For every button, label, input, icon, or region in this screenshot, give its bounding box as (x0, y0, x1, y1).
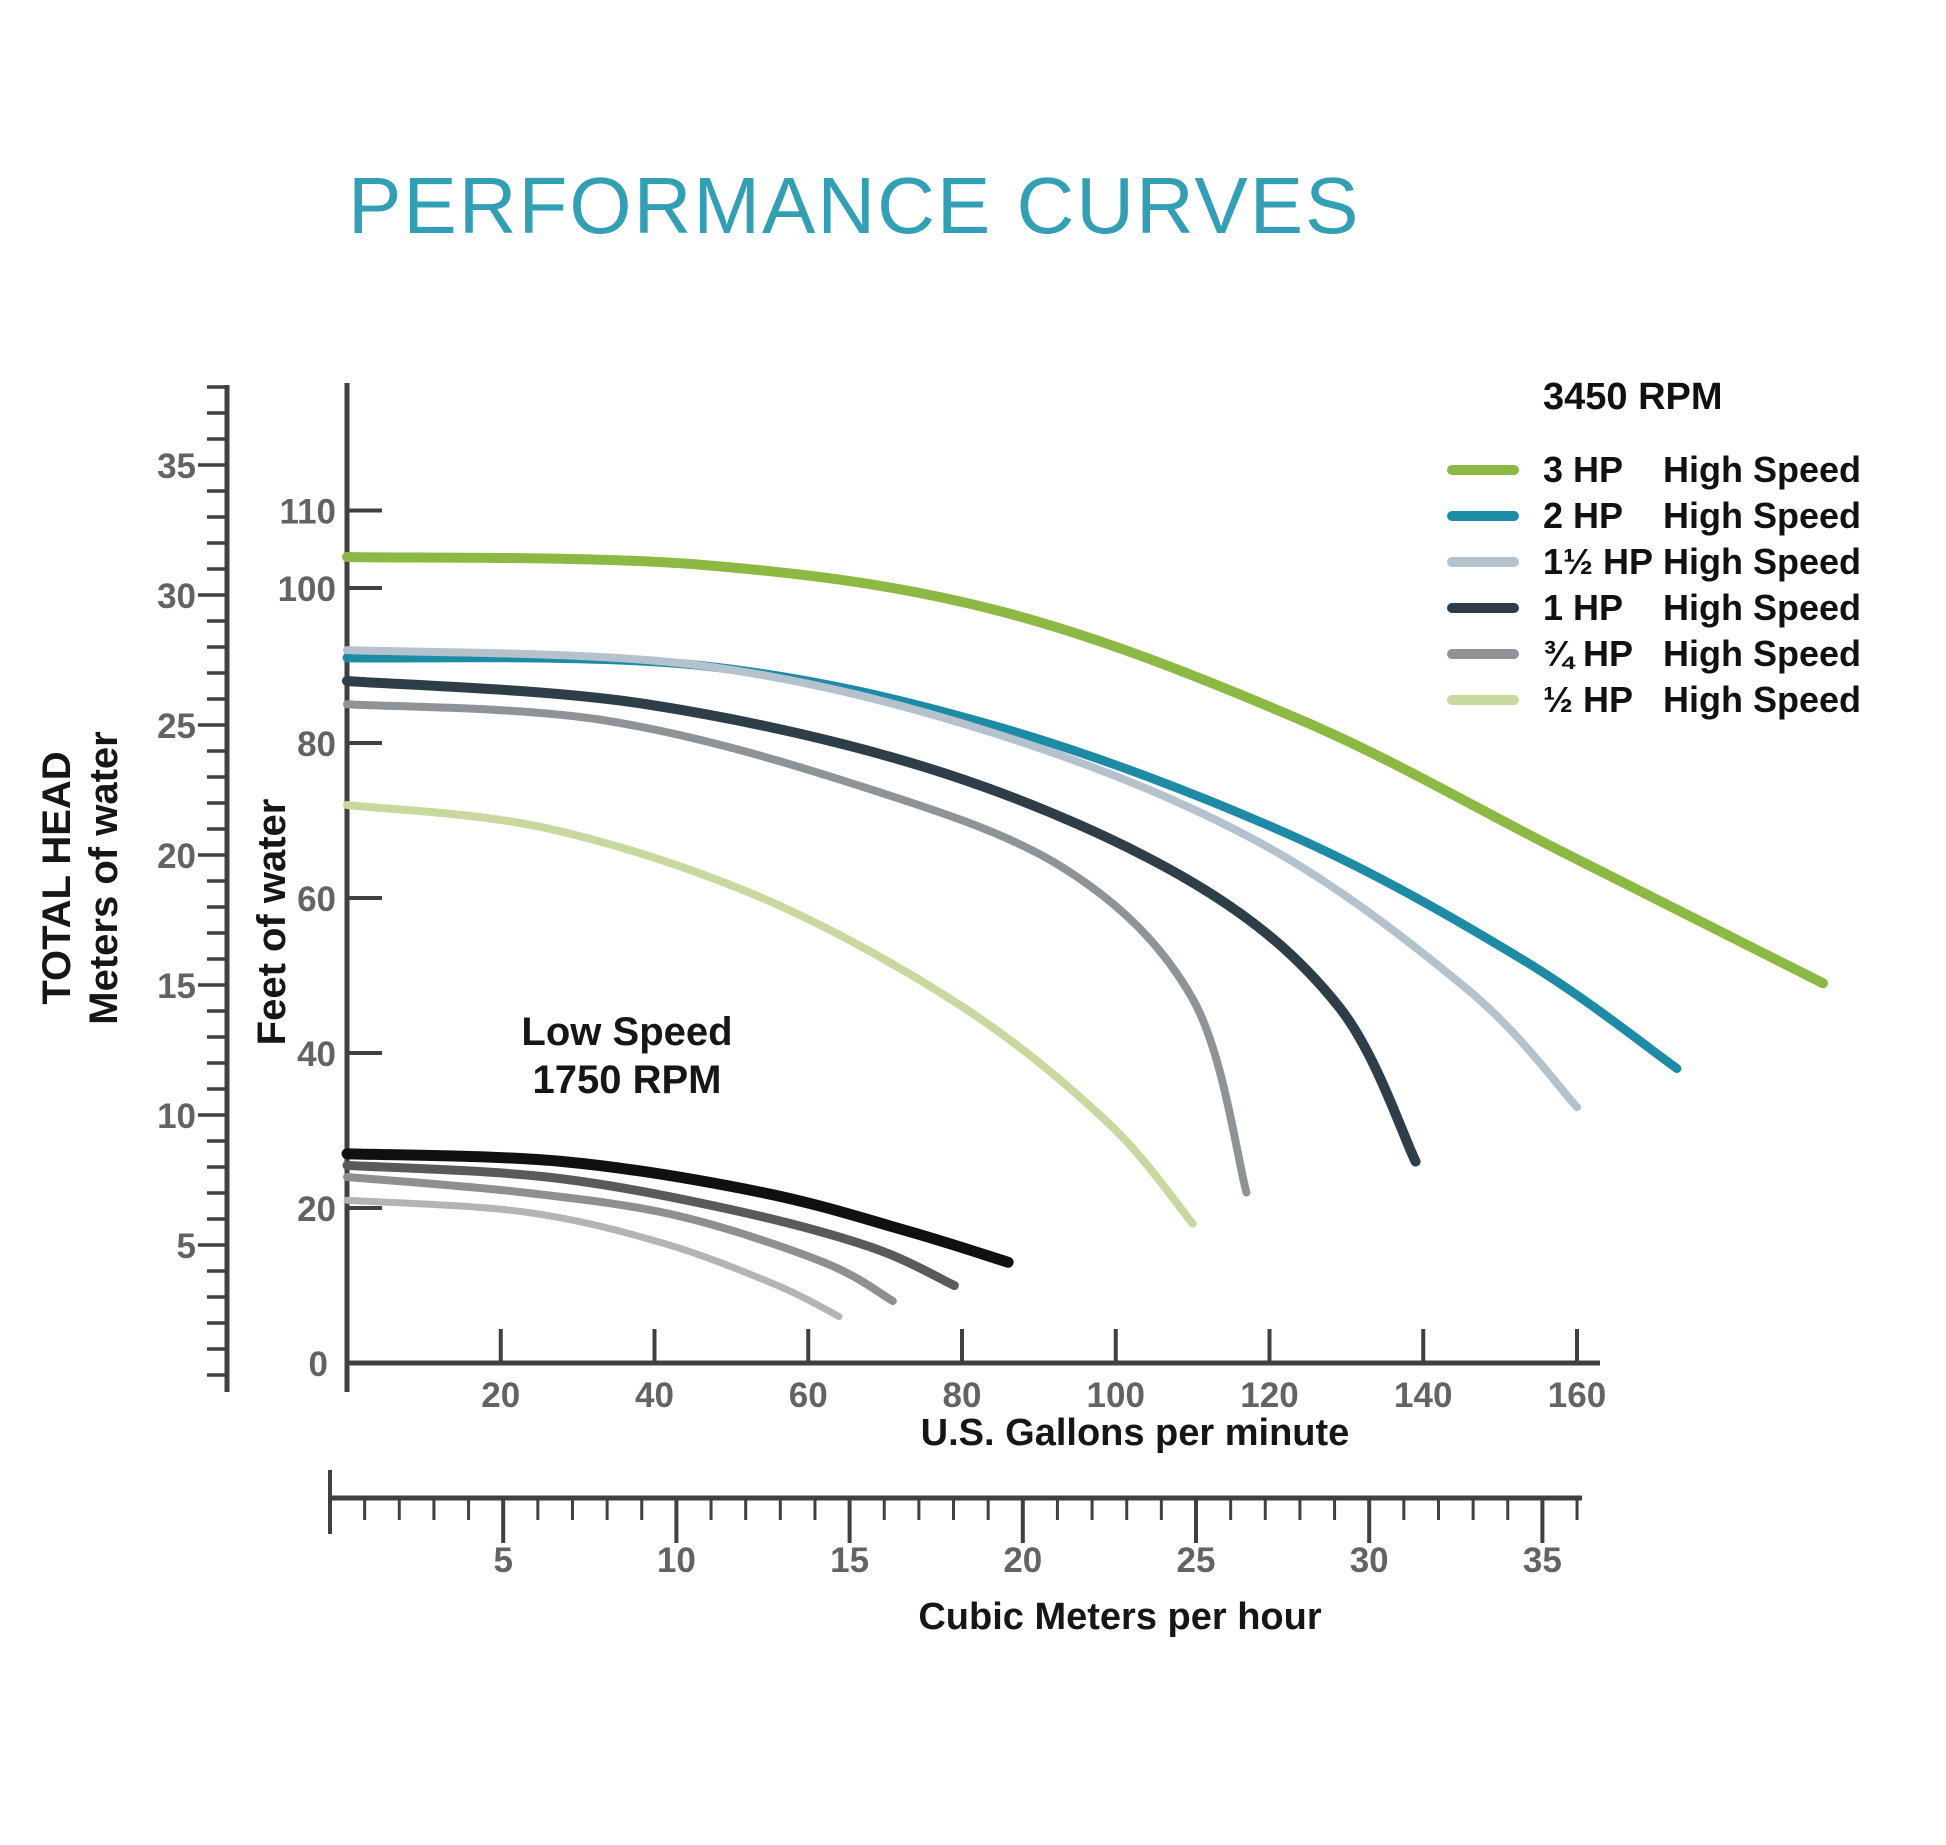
feet-tick-label: 20 (297, 1190, 336, 1229)
gpm-tick-label: 60 (789, 1376, 828, 1415)
m3-tick-label: 20 (1003, 1541, 1042, 1580)
legend-speed-label: High Speed (1663, 679, 1862, 720)
m3-tick-label: 35 (1523, 1541, 1562, 1580)
gpm-tick-label: 120 (1240, 1376, 1298, 1415)
m3-tick-label: 25 (1177, 1541, 1216, 1580)
legend-speed-label: High Speed (1663, 541, 1862, 582)
legend-swatch (1447, 649, 1519, 659)
meters-tick-label: 10 (157, 1097, 196, 1136)
legend-hp-label: 3 HP (1543, 449, 1624, 490)
legend-hp-label: 1 HP (1543, 587, 1624, 628)
curve-3hp-high (342, 552, 1828, 989)
gpm-tick-label: 20 (481, 1376, 520, 1415)
legend-item: ¾ HP High Speed (1447, 631, 1861, 677)
legend-swatch (1447, 557, 1519, 567)
m3-tick-label: 15 (830, 1541, 869, 1580)
legend-hp-label: ¾ HP (1543, 633, 1634, 674)
legend-swatch (1447, 511, 1519, 521)
curve-0-75hp-high (343, 700, 1251, 1197)
curve-low-2 (342, 1160, 959, 1290)
legend-speed-label: High Speed (1663, 449, 1862, 490)
legend-speed-label: High Speed (1663, 633, 1862, 674)
low-speed-annotation-line1: Low Speed (521, 1010, 733, 1054)
meters-axis-title: Meters of water (81, 731, 126, 1025)
meters-tick-label: 15 (157, 967, 196, 1006)
curve-0-5hp-high (343, 801, 1197, 1228)
meters-tick-label: 30 (157, 577, 196, 616)
meters-tick-label: 20 (157, 837, 196, 876)
legend-item: 1 HP High Speed (1447, 585, 1861, 631)
feet-tick-label: 110 (280, 493, 336, 532)
m3-tick-label: 10 (657, 1541, 696, 1580)
legend: 3450 RPM 3 HP High Speed 2 HP High Speed 1½ … (1447, 376, 1861, 723)
legend-item: ½ HP High Speed (1447, 677, 1861, 723)
feet-tick-label: 40 (297, 1035, 336, 1074)
feet-tick-label: 60 (297, 880, 336, 919)
feet-axis-title: Feet of water (249, 798, 294, 1046)
curve-low-1 (341, 1148, 1014, 1268)
gpm-axis-title: U.S. Gallons per minute (920, 1412, 1350, 1454)
legend-header: 3450 RPM (1543, 376, 1723, 418)
total-head-axis-title: TOTAL HEAD (34, 751, 79, 1005)
legend-item: 1½ HP High Speed (1447, 539, 1861, 585)
legend-hp-label: 2 HP (1543, 495, 1624, 536)
meters-tick-label: 25 (157, 707, 196, 746)
gpm-tick-label: 80 (943, 1376, 982, 1415)
low-speed-annotation-line2: 1750 RPM (532, 1058, 722, 1102)
m3-tick-label: 30 (1350, 1541, 1389, 1580)
legend-swatch (1447, 695, 1519, 705)
gpm-tick-label: 40 (635, 1376, 674, 1415)
legend-item: 3 HP High Speed (1447, 447, 1861, 493)
feet-tick-label: 80 (297, 725, 336, 764)
legend-hp-label: 1½ HP (1543, 541, 1654, 582)
legend-swatch (1447, 603, 1519, 613)
gpm-tick-label: 100 (1087, 1376, 1145, 1415)
legend-item: 2 HP High Speed (1447, 493, 1861, 539)
curve-1hp-high (342, 676, 1421, 1167)
legend-items: 3 HP High Speed 2 HP High Speed 1½ HP High Sp… (1447, 447, 1861, 723)
legend-hp-label: ½ HP (1543, 679, 1634, 720)
meters-tick-label: 5 (177, 1227, 196, 1266)
gpm-tick-label: 140 (1394, 1376, 1452, 1415)
curve-low-3 (343, 1173, 897, 1305)
low-speed-annotation: Low Speed 1750 RPM (452, 1008, 802, 1104)
feet-tick-label: 100 (278, 570, 336, 609)
curve-low-4 (343, 1196, 843, 1320)
chart-title: PERFORMANCE CURVES (348, 161, 1361, 250)
gpm-tick-label: 160 (1548, 1376, 1606, 1415)
legend-swatch (1447, 465, 1519, 475)
curve-1-5hp-high (343, 646, 1581, 1112)
legend-speed-label: High Speed (1663, 495, 1862, 536)
cubic-meters-axis-title: Cubic Meters per hour (918, 1596, 1322, 1638)
origin-label: 0 (309, 1345, 328, 1384)
meters-tick-label: 35 (157, 447, 196, 486)
legend-speed-label: High Speed (1663, 587, 1862, 628)
m3-tick-label: 5 (493, 1541, 512, 1580)
